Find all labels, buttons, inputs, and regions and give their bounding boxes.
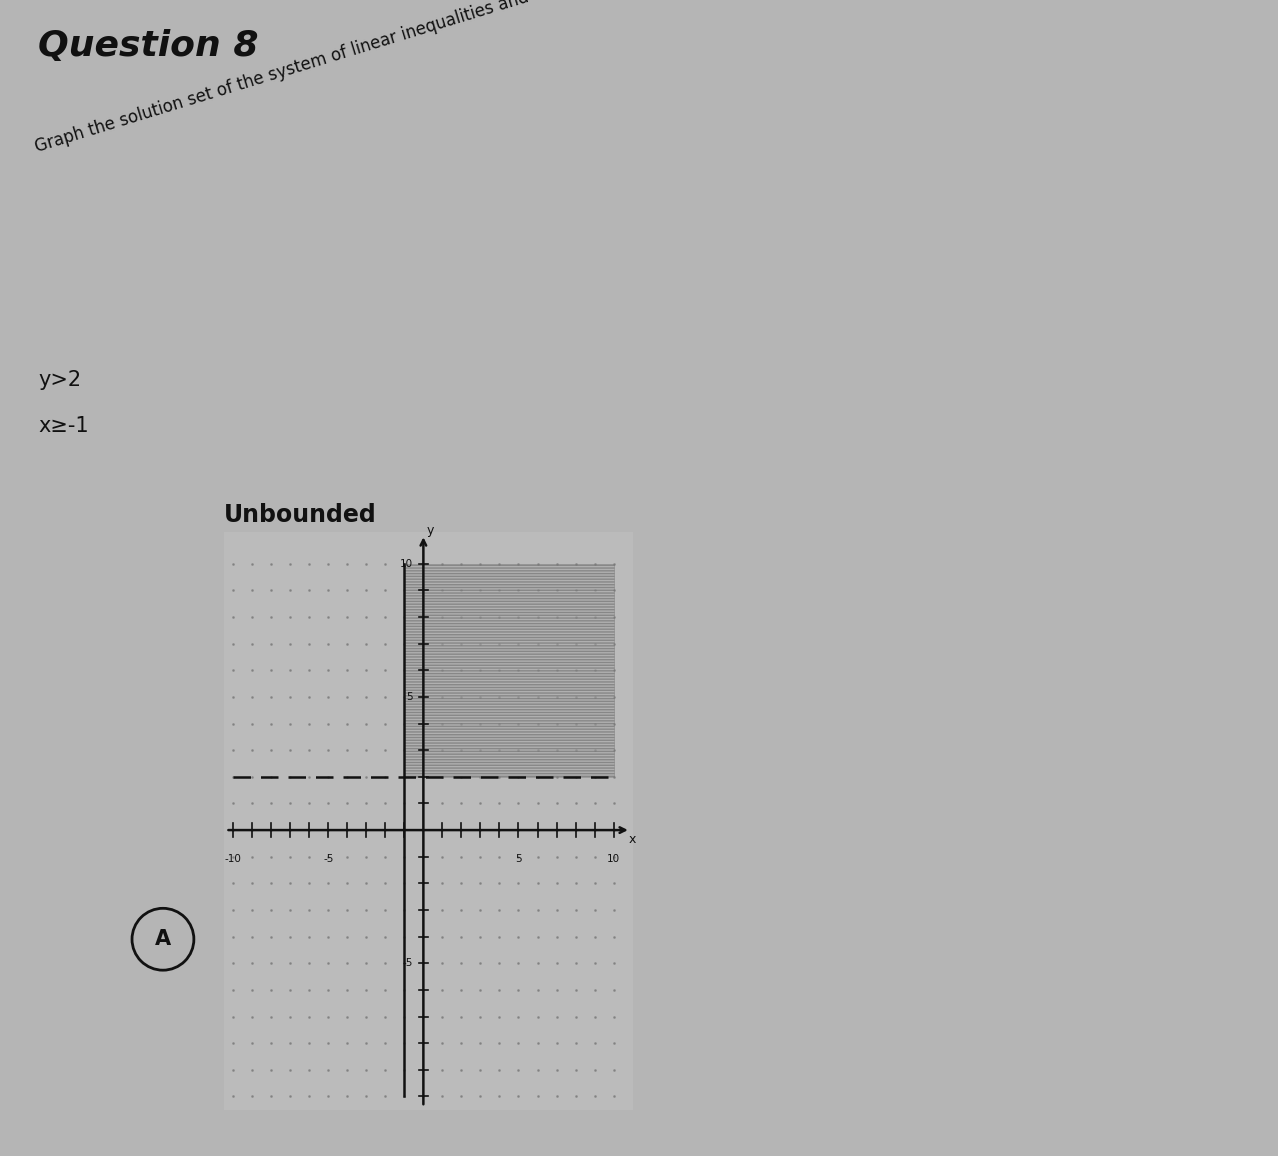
Text: 5: 5: [406, 692, 413, 702]
Text: -10: -10: [225, 854, 242, 864]
Text: Unbounded: Unbounded: [224, 503, 377, 527]
Text: y: y: [427, 524, 433, 538]
Text: 10: 10: [607, 854, 620, 864]
Text: Question 8: Question 8: [38, 29, 259, 62]
Text: -5: -5: [323, 854, 334, 864]
Text: A: A: [155, 929, 171, 949]
Text: x≥-1: x≥-1: [38, 416, 89, 436]
Text: -5: -5: [403, 958, 413, 969]
Text: 5: 5: [515, 854, 521, 864]
Text: Graph the solution set of the system of linear inequalities and indicate whether: Graph the solution set of the system of …: [33, 0, 1033, 156]
Text: y>2: y>2: [38, 370, 82, 390]
Text: 10: 10: [400, 558, 413, 569]
Text: x: x: [629, 833, 636, 846]
